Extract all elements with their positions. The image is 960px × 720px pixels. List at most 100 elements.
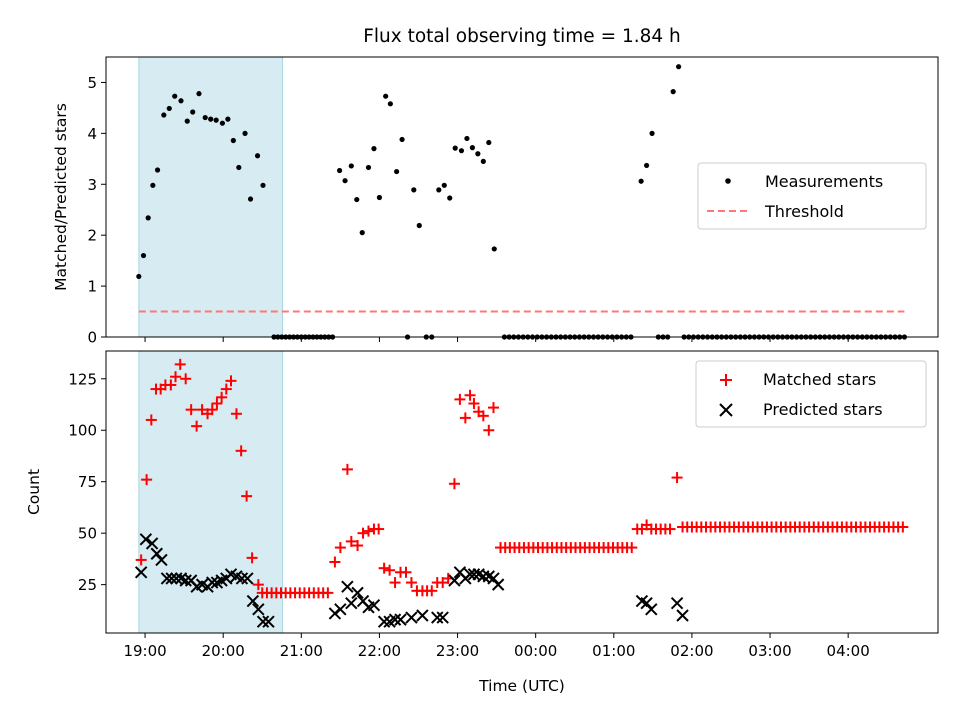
matched-star-point — [384, 564, 396, 576]
predicted-star-point — [160, 572, 174, 585]
top-x-ticks — [144, 337, 849, 342]
top-y-tick-label: 2 — [87, 227, 97, 245]
predicted-star-point — [341, 580, 354, 593]
matched-star-point — [165, 379, 177, 391]
matched-star-point — [468, 397, 480, 409]
matched-star-point — [400, 566, 412, 578]
measurement-point — [161, 112, 167, 118]
matched-star-point — [671, 472, 683, 484]
measurement-point — [150, 182, 156, 188]
measurement-point — [670, 89, 676, 95]
bottom-axes-frame — [105, 350, 939, 634]
predicted-star-point — [256, 615, 270, 628]
matched-star-point — [135, 554, 147, 566]
measurement-point — [219, 120, 226, 126]
matched-star-point — [170, 371, 182, 383]
measurement-point — [649, 130, 655, 136]
measurement-point — [676, 64, 682, 70]
bottom-legend: Matched stars Predicted stars — [695, 360, 927, 428]
measurement-point — [464, 135, 470, 142]
measurement-point — [394, 168, 400, 175]
predicted-star-point — [145, 537, 159, 550]
x-tick-label: 21:00 — [280, 642, 323, 660]
bottom-y-tick-label: 25 — [78, 576, 97, 594]
predicted-star-point — [262, 615, 275, 628]
measurement-point — [230, 137, 236, 144]
matched-star-point — [141, 474, 153, 486]
predicted-star-point — [436, 611, 449, 624]
measurement-point — [441, 182, 447, 188]
bottom-panel: 25 50 75 100 125 19:00 20:00 21:00 22:00 23:00 00… — [25, 350, 939, 695]
top-axes-frame — [105, 56, 939, 338]
matched-star-point — [341, 463, 353, 475]
matched-star-point — [378, 562, 390, 574]
bottom-marks — [134, 358, 909, 628]
bottom-y-tick-label: 75 — [78, 473, 97, 491]
matched-star-point — [211, 397, 223, 409]
measurement-point — [136, 273, 142, 280]
measurement-point — [260, 182, 266, 188]
legend-measurements-label: Measurements — [765, 172, 883, 191]
matched-star-point — [225, 375, 237, 387]
predicted-star-point — [487, 572, 500, 585]
measurement-point — [383, 93, 389, 99]
legend-measurements-marker — [725, 178, 731, 184]
top-y-ticks: 0 1 2 3 4 5 — [87, 74, 106, 347]
top-y-tick-label: 4 — [87, 125, 97, 143]
matched-star-point — [235, 445, 247, 457]
measurement-point — [475, 151, 481, 157]
predicted-star-point — [150, 547, 163, 560]
predicted-star-point — [676, 609, 689, 622]
matched-star-point — [357, 527, 369, 539]
matched-star-point — [145, 414, 157, 426]
predicted-star-point — [431, 611, 444, 624]
measurement-point — [208, 116, 214, 122]
top-y-axis-label: Matched/Predicted stars — [52, 103, 70, 291]
measurement-point — [359, 230, 365, 236]
predicted-star-point — [134, 566, 148, 579]
matched-star-point — [352, 540, 364, 552]
measurement-point — [354, 196, 360, 203]
bottom-y-axis-label: Count — [25, 469, 43, 515]
predicted-star-point — [645, 603, 658, 616]
matched-star-point — [322, 587, 334, 599]
measurement-point — [336, 167, 343, 174]
measurement-point — [458, 148, 465, 154]
measurement-point — [254, 153, 261, 159]
legend-threshold-label: Threshold — [764, 202, 844, 221]
legend-predicted-label: Predicted stars — [763, 400, 883, 419]
matched-star-point — [334, 542, 346, 554]
measurement-point — [638, 178, 644, 184]
matched-star-point — [252, 579, 264, 591]
bottom-y-ticks: 25 50 75 100 125 — [68, 370, 106, 594]
matched-star-point — [174, 358, 186, 370]
top-y-tick-label: 0 — [87, 329, 97, 347]
x-tick-label: 03:00 — [748, 642, 791, 660]
measurement-point — [236, 164, 242, 171]
predicted-star-point — [467, 568, 481, 581]
bottom-y-tick-label: 125 — [68, 370, 97, 388]
measurement-point — [154, 167, 161, 173]
measurement-point — [202, 114, 208, 121]
predicted-star-point — [155, 553, 168, 567]
measurement-point — [348, 163, 354, 169]
matched-star-point — [216, 391, 228, 403]
measurement-point — [447, 195, 453, 201]
matched-star-point — [405, 577, 417, 589]
predicted-star-point — [235, 572, 249, 585]
predicted-star-point — [345, 596, 358, 610]
predicted-star-point — [179, 574, 192, 587]
matched-star-point — [206, 404, 218, 416]
measurement-point — [399, 136, 405, 143]
matched-star-point — [329, 556, 341, 568]
measurement-point — [213, 117, 219, 123]
matched-star-point — [191, 420, 203, 432]
measurement-point — [166, 105, 172, 112]
x-axis-label: Time (UTC) — [478, 677, 565, 695]
legend-matched-label: Matched stars — [763, 370, 876, 389]
matched-star-point — [373, 523, 385, 535]
matched-star-point — [389, 577, 401, 589]
measurement-point — [196, 91, 202, 97]
measurement-point — [225, 116, 231, 122]
predicted-star-point — [252, 603, 265, 616]
